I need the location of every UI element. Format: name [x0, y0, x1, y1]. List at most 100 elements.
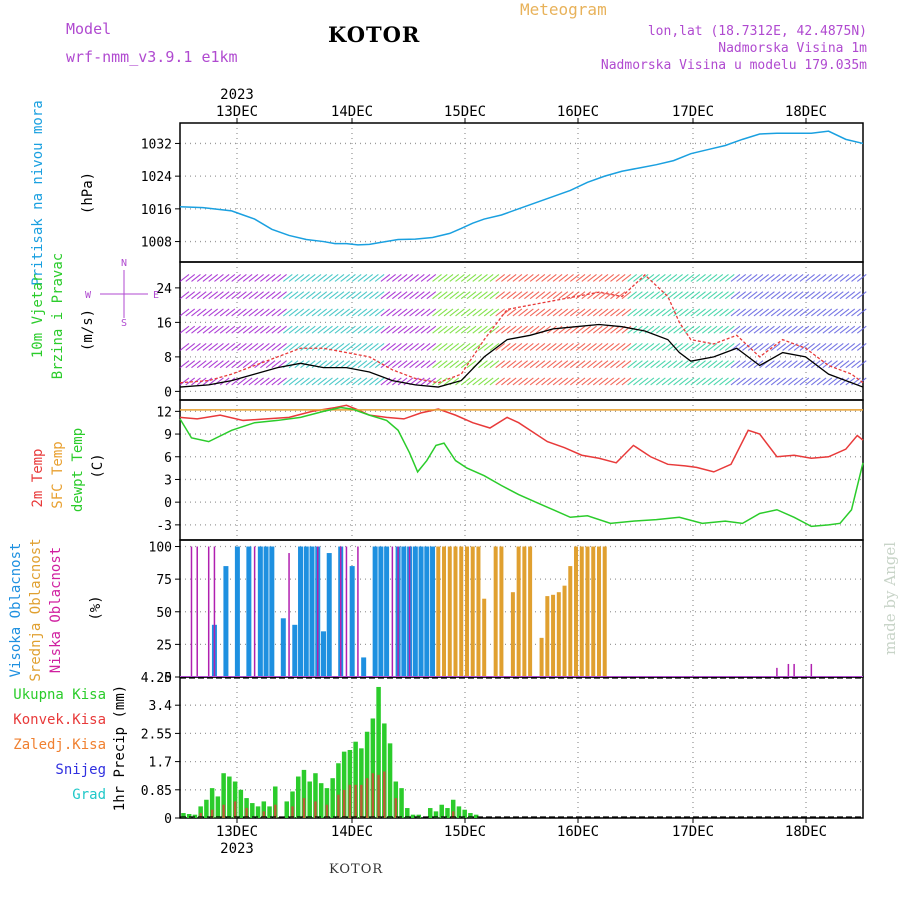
wind-barb — [483, 360, 494, 369]
wind-barb — [334, 325, 345, 334]
wind-barb — [237, 273, 247, 282]
wind-barb — [581, 377, 592, 386]
wind-barb — [558, 360, 569, 369]
total-precip-bar — [445, 808, 450, 818]
wind-barb — [311, 360, 322, 369]
wind-barb — [839, 308, 850, 317]
footer-location: KOTOR — [329, 862, 384, 877]
wind-barb — [294, 273, 305, 282]
wind-barb — [248, 308, 259, 317]
wind-barb — [300, 308, 310, 317]
wind-barb — [667, 291, 678, 300]
wind-barb — [392, 273, 402, 282]
wind-barb — [208, 308, 219, 317]
wind-barb — [776, 325, 787, 334]
conv-precip-bar — [233, 801, 237, 818]
wind-barb — [656, 291, 666, 300]
wind-barb — [736, 273, 747, 282]
wind-barb — [770, 308, 781, 317]
wind-barb — [271, 377, 282, 386]
wind-barb — [443, 273, 454, 282]
wind-barb — [650, 360, 660, 369]
wind-barb — [673, 360, 683, 369]
wind-barb — [248, 325, 259, 334]
sfc-temp-label: SFC Temp — [50, 441, 66, 508]
wind-barb — [443, 291, 454, 300]
wind-barb — [719, 273, 729, 282]
wind-barb — [678, 342, 689, 351]
wind-barb — [822, 273, 833, 282]
conv-precip-bar — [337, 794, 340, 818]
wind-barb — [782, 342, 792, 351]
wind-barb — [351, 308, 362, 317]
wind-barb — [828, 291, 838, 300]
legend-hail: Grad — [72, 787, 106, 803]
wind-barb — [214, 360, 224, 369]
model-label: Model — [66, 20, 112, 38]
wind-barb — [742, 360, 752, 369]
wind-barb — [288, 308, 299, 317]
wind-barb — [265, 377, 276, 386]
wind-barb — [518, 308, 528, 317]
wind-barb — [386, 273, 396, 282]
wind-barb — [552, 325, 563, 334]
wind-barb — [828, 308, 838, 317]
wind-barb — [799, 308, 810, 317]
top-date-label: 14DEC — [331, 104, 373, 120]
wind-barb — [575, 377, 586, 386]
wind-legend-e: E — [153, 290, 159, 301]
wind-barb — [719, 325, 729, 334]
wind-barb — [650, 291, 660, 300]
wind-barb — [271, 360, 282, 369]
wind-barb — [816, 377, 827, 386]
wind-barb — [627, 360, 638, 369]
high-cloud-bar — [234, 546, 240, 677]
panel-precipitation: 0 0.85 1.7 2.55 3.4 4.25 — [141, 671, 864, 827]
model-elevation-label: Nadmorska Visina u modelu 179.035m — [600, 58, 867, 73]
pressure-axis-label: Pritisak na nivou mora — [30, 100, 46, 285]
wind-barb — [845, 377, 856, 386]
wind-barb — [856, 308, 867, 317]
wind-barb — [237, 342, 247, 351]
wind-barb — [495, 325, 506, 334]
total-precip-bar — [364, 731, 370, 818]
wind-barb — [701, 325, 712, 334]
wind-barb — [323, 273, 333, 282]
mid-cloud-bar — [516, 546, 521, 677]
wind-barb — [397, 360, 408, 369]
high-cloud-bar — [412, 546, 418, 677]
mid-cloud-bar — [591, 546, 596, 677]
wind-barb — [495, 360, 506, 369]
wind-barb — [736, 308, 747, 317]
wind-barb — [443, 377, 454, 386]
wind-barb — [501, 342, 511, 351]
wind-barb — [730, 325, 741, 334]
wind-barb — [765, 273, 775, 282]
wind-barb — [724, 308, 735, 317]
wind-barb — [288, 342, 299, 351]
wind-barb — [604, 291, 615, 300]
bottom-date-label: 15DEC — [444, 824, 486, 840]
wind-barb — [621, 291, 632, 300]
conv-precip-bar — [360, 784, 363, 818]
wind-barb — [707, 377, 718, 386]
total-precip-bar — [359, 748, 364, 818]
wind-barb — [747, 273, 758, 282]
wind-barb — [581, 325, 592, 334]
wind-barb — [564, 291, 574, 300]
wind-barb — [460, 360, 471, 369]
wind-barb — [346, 308, 356, 317]
wind-barb — [575, 325, 586, 334]
wind-barb — [437, 273, 448, 282]
wind-barb — [724, 377, 735, 386]
wind-barb — [701, 377, 712, 386]
wind-barb — [420, 291, 431, 300]
wind-barb — [225, 325, 236, 334]
mid-cloud-bar — [574, 546, 579, 677]
wind-barb — [822, 291, 833, 300]
wind-barb — [667, 377, 678, 386]
wind-barb — [615, 308, 626, 317]
wind-barb — [730, 360, 741, 369]
wind-barb — [346, 273, 356, 282]
wind-barb — [196, 308, 207, 317]
